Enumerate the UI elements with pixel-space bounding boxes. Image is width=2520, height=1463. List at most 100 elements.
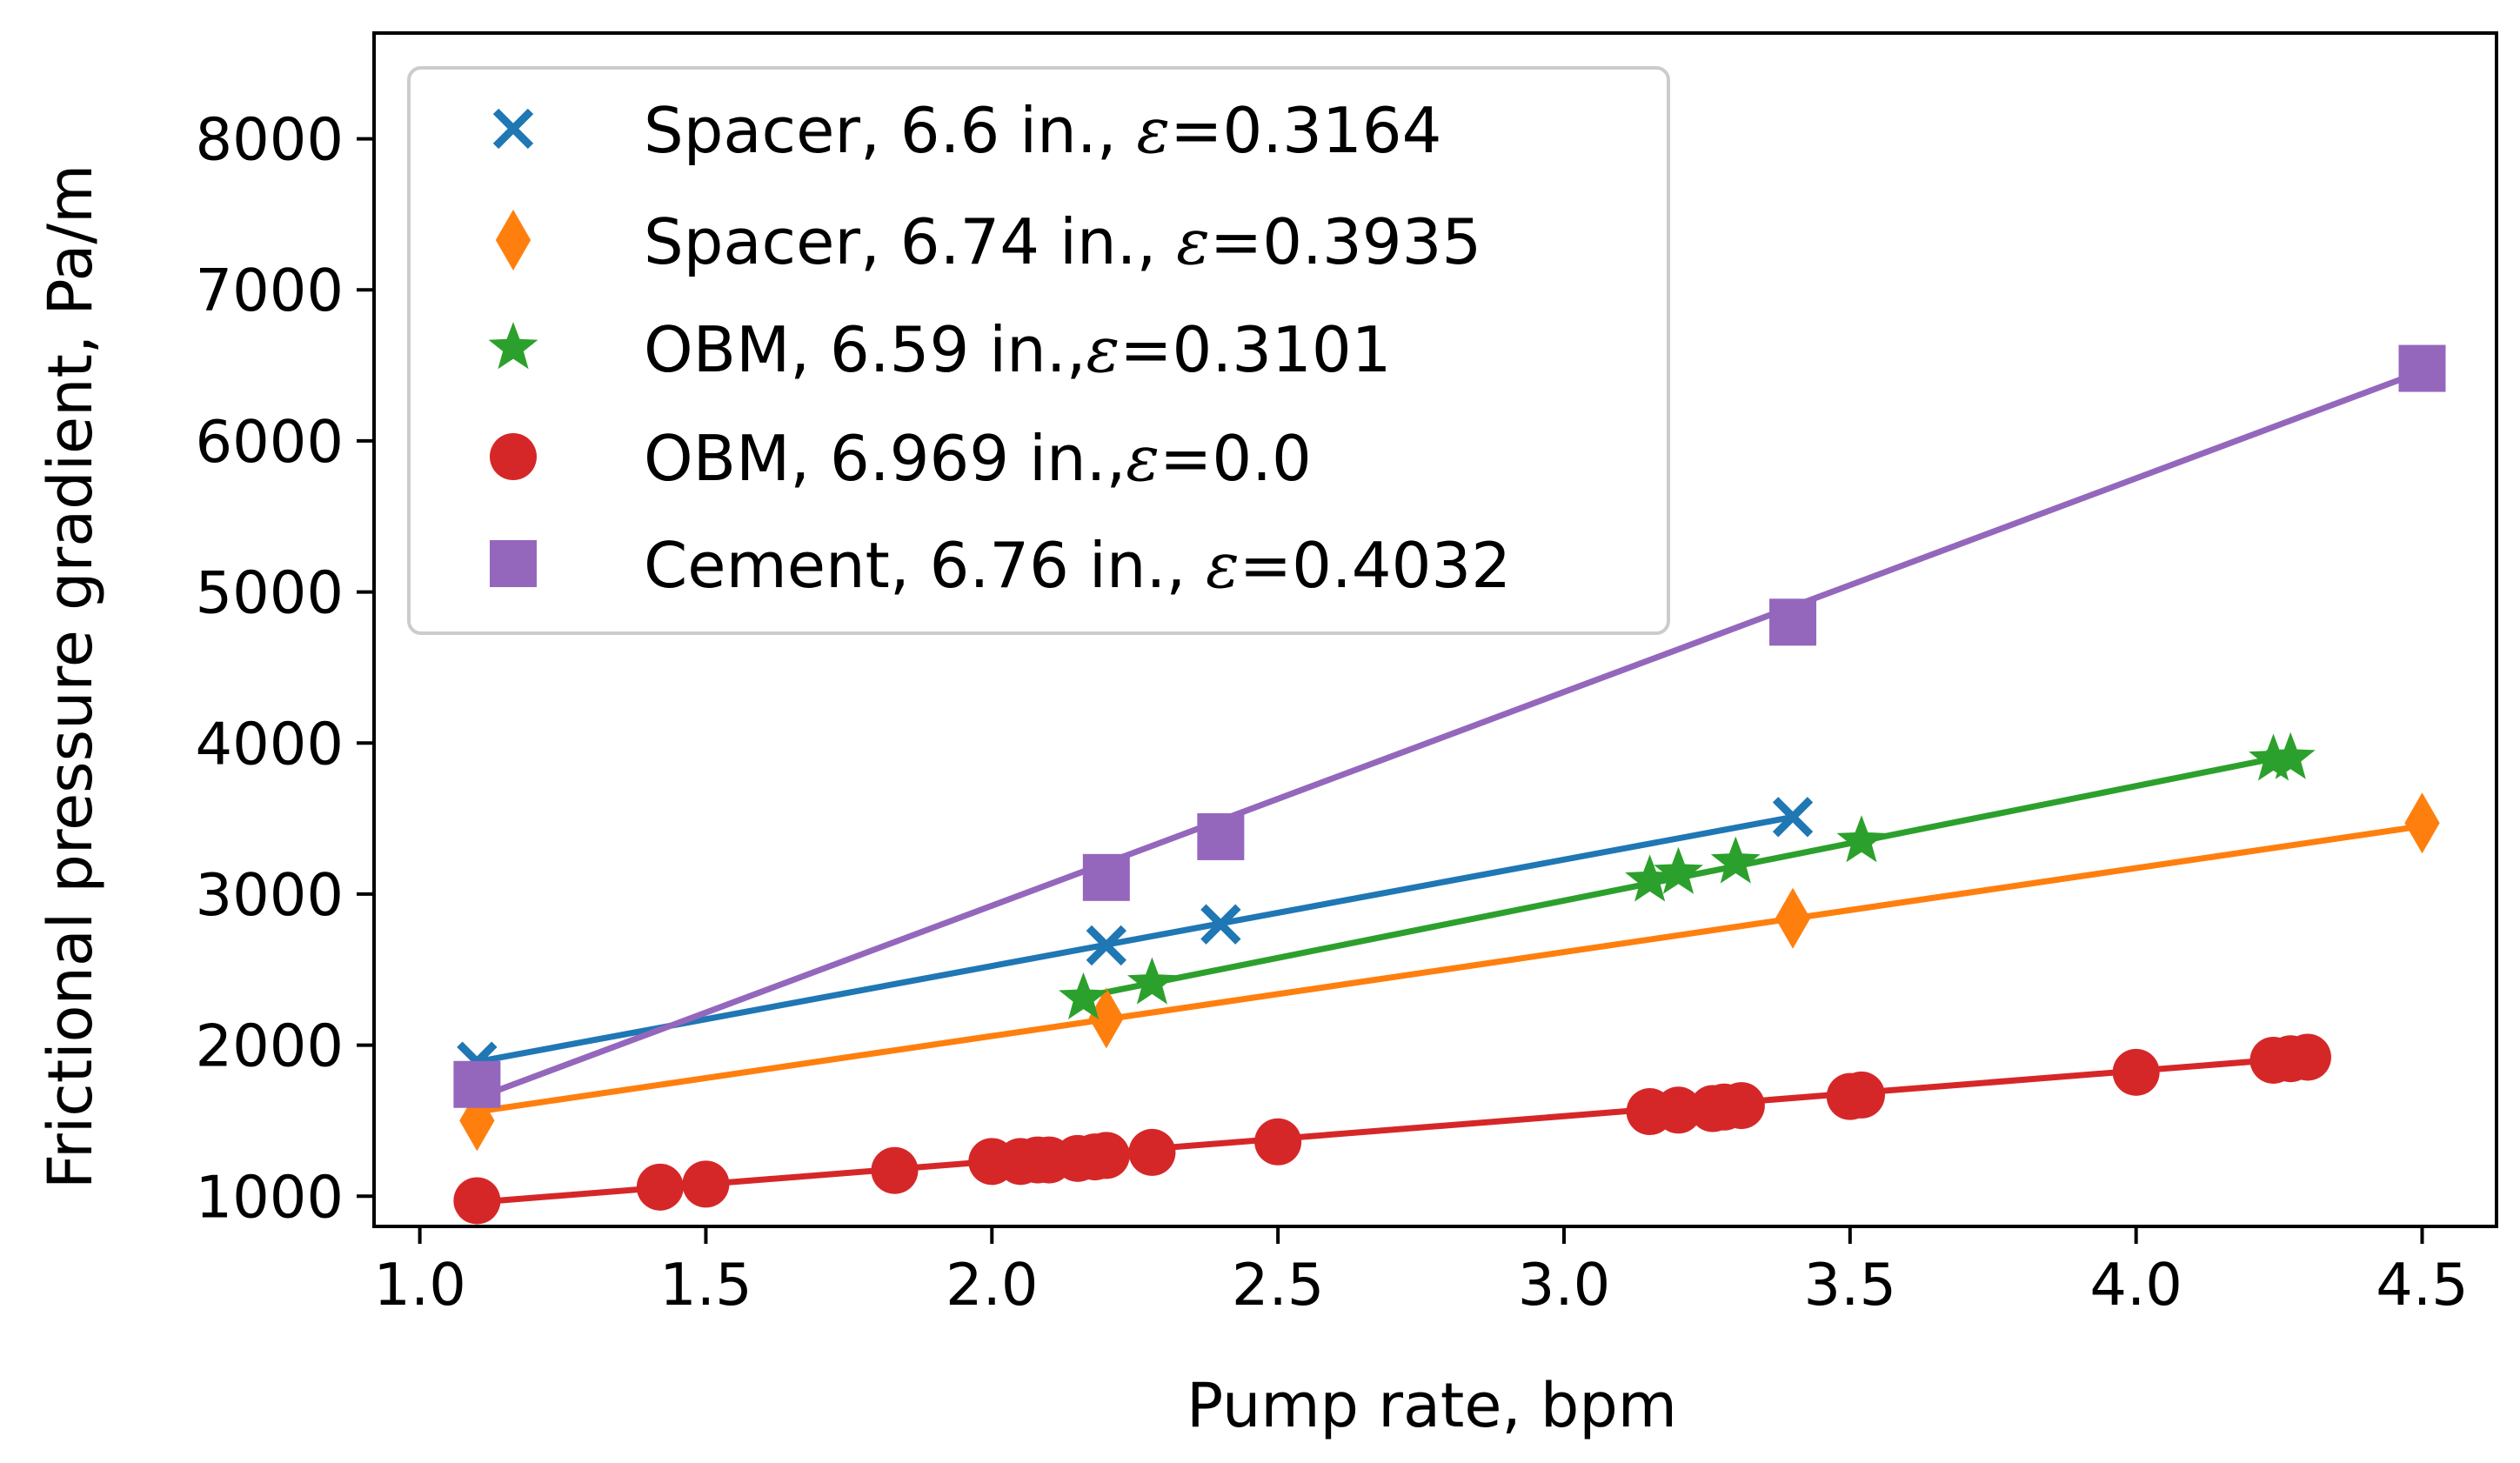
legend-marker-obm-6969: [490, 433, 537, 480]
spacer-674-fit-line: [473, 823, 2426, 1115]
obm-6969-point: [1654, 1086, 1702, 1134]
obm-6969-point: [682, 1160, 730, 1208]
x-axis-title: Pump rate, bpm: [1186, 1370, 1677, 1441]
legend-label-prefix: Cement, 6.76 in.,: [644, 529, 1206, 602]
spacer-66-point: [1200, 904, 1241, 945]
spacer-674-series: [459, 792, 2440, 1152]
x-tick-label: 4.0: [2089, 1251, 2182, 1319]
obm-6969-point: [2283, 1033, 2331, 1081]
cement-676-point: [1197, 812, 1245, 860]
legend-label-suffix: =0.0: [1160, 422, 1312, 495]
legend-label-cement-676: Cement, 6.76 in., ε=0.4032: [644, 529, 1511, 602]
spacer-66-point-stroke: [1772, 797, 1814, 838]
obm-6969-point: [871, 1146, 919, 1194]
y-tick-label: 7000: [195, 257, 344, 324]
x-axis: 1.0 1.5 2.0 2.5 3.0 3.5 4.0 4.5: [373, 1226, 2469, 1319]
legend-label-suffix: =0.3101: [1120, 313, 1391, 386]
obm-659-point: [1654, 846, 1703, 894]
obm-6969-point: [2112, 1048, 2160, 1096]
cement-676-point: [1769, 598, 1817, 646]
legend-entry-spacer-674: Spacer, 6.74 in., ε=0.3935: [495, 205, 1481, 278]
obm-659-point: [2265, 732, 2316, 779]
legend-label-prefix: OBM, 6.969 in.,: [644, 422, 1126, 495]
legend-label-epsilon: ε: [1136, 94, 1170, 167]
x-tick-label: 2.5: [1232, 1251, 1325, 1319]
obm-659-series: [1059, 732, 2316, 1019]
y-tick-label: 1000: [195, 1163, 344, 1231]
obm-6969-point: [453, 1177, 501, 1225]
legend-marker-cement-676: [490, 540, 537, 587]
legend-label-suffix: =0.3935: [1210, 205, 1481, 278]
legend-marker-spacer-674: [495, 210, 531, 271]
plot-frame: [372, 31, 2498, 1228]
legend-box: [407, 66, 1670, 635]
obm-659-point: [1059, 972, 1108, 1019]
legend-marker-spacer-66: [492, 108, 534, 150]
obm-6969-fit-line: [473, 1053, 2311, 1206]
spacer-674-point: [1775, 887, 1811, 949]
legend-label-epsilon: ε: [1176, 205, 1210, 278]
x-tick-label: 1.0: [373, 1251, 466, 1319]
obm-6969-point: [1082, 1132, 1130, 1179]
y-tick-label: 3000: [195, 861, 344, 929]
legend-label-epsilon: ε: [1086, 313, 1120, 386]
spacer-66-point: [1086, 925, 1127, 966]
legend-entry-obm-6969: OBM, 6.969 in.,ε=0.0: [490, 422, 1312, 495]
y-tick-label: 5000: [195, 559, 344, 627]
spacer-66-fit-line: [473, 813, 1796, 1066]
x-tick-label: 1.5: [659, 1251, 752, 1319]
obm-6969-point: [1717, 1082, 1765, 1130]
legend-label-spacer-66: Spacer, 6.6 in., ε=0.3164: [644, 94, 1441, 167]
spacer-66-point: [1772, 797, 1814, 838]
markers: [453, 344, 2446, 1225]
y-axis-title: Frictional pressure gradient, Pa/m: [35, 164, 106, 1189]
obm-6969-series: [453, 1033, 2331, 1225]
cement-676-series: [453, 344, 2446, 1108]
y-tick-label: 4000: [195, 710, 344, 778]
legend-label-prefix: Spacer, 6.74 in.,: [644, 205, 1176, 278]
cement-676-point: [453, 1060, 501, 1108]
legend-marker-obm-659: [488, 322, 538, 370]
y-tick-label: 2000: [195, 1012, 344, 1080]
spacer-66-point-stroke: [1086, 925, 1127, 966]
spacer-674-point: [1088, 987, 1124, 1049]
legend-label-suffix: =0.4032: [1240, 529, 1511, 602]
spacer-674-point: [459, 1090, 495, 1152]
legend-label-obm-6969: OBM, 6.969 in.,ε=0.0: [644, 422, 1312, 495]
legend-label-epsilon: ε: [1206, 529, 1240, 602]
obm-659-point: [2249, 733, 2298, 781]
obm-6969-point: [1837, 1071, 1885, 1119]
y-tick-label: 6000: [195, 408, 344, 476]
x-tick-label: 2.0: [946, 1251, 1039, 1319]
x-tick-label: 3.0: [1518, 1251, 1611, 1319]
legend-label-prefix: Spacer, 6.6 in.,: [644, 94, 1136, 167]
cement-676-point: [2398, 344, 2446, 392]
obm-659-point: [1710, 836, 1761, 884]
legend-label-epsilon: ε: [1126, 422, 1160, 495]
legend-label-obm-659: OBM, 6.59 in.,ε=0.3101: [644, 313, 1391, 386]
obm-6969-point: [1254, 1118, 1302, 1166]
y-tick-label: 8000: [195, 106, 344, 174]
y-axis: 1000 2000 3000 4000 5000 6000 7000 8000: [195, 106, 374, 1231]
obm-659-point: [1127, 957, 1177, 1005]
legend-entry-spacer-66: Spacer, 6.6 in., ε=0.3164: [492, 94, 1441, 167]
legend-marker-spacer-66-stroke: [492, 108, 534, 150]
cement-676-point: [1082, 853, 1130, 901]
obm-6969-point: [636, 1163, 684, 1211]
legend-entry-obm-659: OBM, 6.59 in.,ε=0.3101: [488, 313, 1391, 386]
cement-676-fit-line: [473, 368, 2426, 1101]
obm-659-point: [1625, 854, 1675, 902]
obm-6969-point: [1128, 1128, 1176, 1176]
legend-label-suffix: =0.3164: [1170, 94, 1441, 167]
obm-659-point: [1836, 815, 1887, 863]
spacer-66-point-stroke: [1200, 904, 1241, 945]
x-tick-label: 3.5: [1804, 1251, 1897, 1319]
x-tick-label: 4.5: [2376, 1251, 2469, 1319]
spacer-674-point: [2404, 792, 2440, 854]
legend-entry-cement-676: Cement, 6.76 in., ε=0.4032: [490, 529, 1511, 602]
legend-label-prefix: OBM, 6.59 in.,: [644, 313, 1086, 386]
legend-label-spacer-674: Spacer, 6.74 in., ε=0.3935: [644, 205, 1481, 278]
